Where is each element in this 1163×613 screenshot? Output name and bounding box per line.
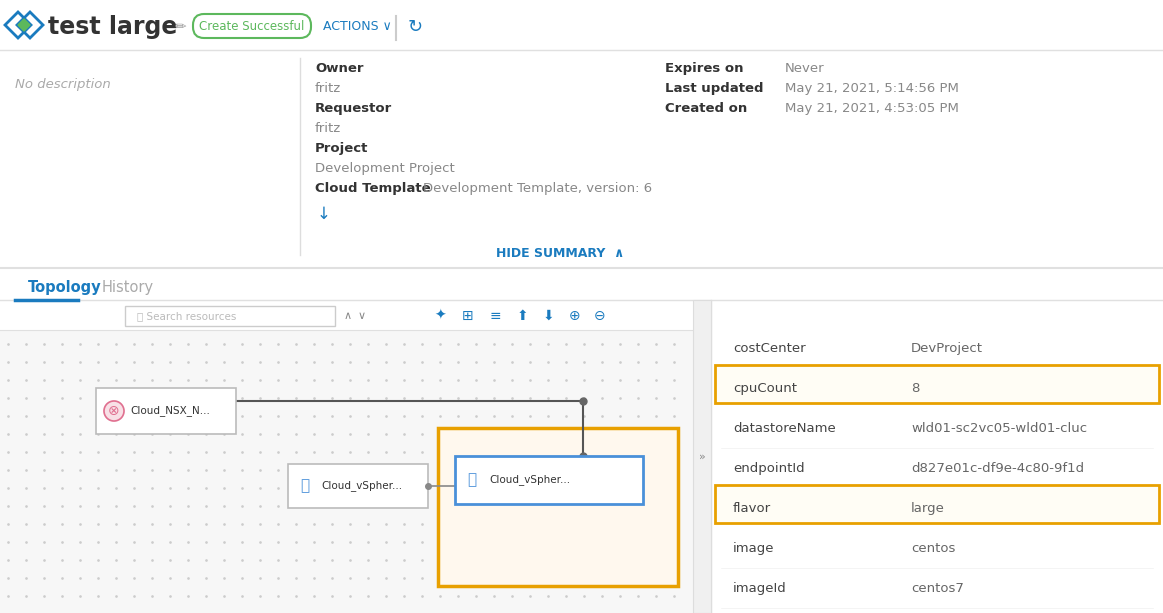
Text: Never: Never <box>785 62 825 75</box>
Text: Cloud_vSpher...: Cloud_vSpher... <box>321 481 402 492</box>
Text: ⊕: ⊕ <box>569 309 580 323</box>
Bar <box>0 300 693 330</box>
Text: centos7: centos7 <box>911 582 964 595</box>
Text: ✦: ✦ <box>434 309 445 323</box>
Bar <box>693 300 711 613</box>
Text: ↓: ↓ <box>317 205 331 223</box>
Text: flavor: flavor <box>733 502 771 515</box>
Text: ↻: ↻ <box>408 18 423 36</box>
Text: ⊗: ⊗ <box>108 404 120 418</box>
Text: ACTIONS ∨: ACTIONS ∨ <box>323 20 392 34</box>
Text: ⊖: ⊖ <box>594 309 606 323</box>
Text: Expires on: Expires on <box>665 62 743 75</box>
Text: image: image <box>733 542 775 555</box>
Circle shape <box>104 401 124 421</box>
Bar <box>0 300 693 613</box>
Text: Created on: Created on <box>665 102 748 115</box>
Text: Last updated: Last updated <box>665 82 763 95</box>
Bar <box>97 388 236 434</box>
Text: May 21, 2021, 5:14:56 PM: May 21, 2021, 5:14:56 PM <box>785 82 958 95</box>
Text: HIDE SUMMARY  ∧: HIDE SUMMARY ∧ <box>495 247 625 260</box>
FancyBboxPatch shape <box>193 14 311 38</box>
Text: cpuCount: cpuCount <box>733 382 797 395</box>
Text: costCenter: costCenter <box>733 342 806 355</box>
Text: wld01-sc2vc05-wld01-cluc: wld01-sc2vc05-wld01-cluc <box>911 422 1087 435</box>
Text: Create Successful: Create Successful <box>199 20 305 32</box>
Bar <box>715 365 1160 403</box>
Text: fritz: fritz <box>315 122 341 135</box>
Text: datastoreName: datastoreName <box>733 422 836 435</box>
Text: ∧: ∧ <box>344 311 352 321</box>
Text: Cloud_NSX_N...: Cloud_NSX_N... <box>130 406 209 416</box>
Text: ⬆: ⬆ <box>516 309 528 323</box>
Text: test large: test large <box>48 15 178 39</box>
Text: History: History <box>102 280 155 295</box>
Bar <box>455 456 643 504</box>
Bar <box>438 428 678 586</box>
Text: DevProject: DevProject <box>911 342 983 355</box>
Polygon shape <box>17 19 30 31</box>
Bar <box>0 0 1163 50</box>
Bar <box>124 306 335 326</box>
Text: Cloud Template: Cloud Template <box>315 182 430 195</box>
Text: ✏: ✏ <box>174 20 186 34</box>
Text: endpointId: endpointId <box>733 462 805 475</box>
Text: May 21, 2021, 4:53:05 PM: May 21, 2021, 4:53:05 PM <box>785 102 958 115</box>
Text: centos: centos <box>911 542 955 555</box>
Text: ⊞: ⊞ <box>462 309 473 323</box>
Text: ⬇: ⬇ <box>542 309 554 323</box>
Text: 🖥: 🖥 <box>468 473 477 487</box>
Text: Development Template, version: 6: Development Template, version: 6 <box>423 182 652 195</box>
Text: ≡: ≡ <box>490 309 501 323</box>
Text: Topology: Topology <box>28 280 101 295</box>
Bar <box>711 300 1163 613</box>
Text: Cloud_vSpher...: Cloud_vSpher... <box>488 474 570 485</box>
Text: large: large <box>911 502 944 515</box>
Text: »: » <box>699 452 706 462</box>
Text: Development Project: Development Project <box>315 162 455 175</box>
Text: Project: Project <box>315 142 369 155</box>
Text: ∨: ∨ <box>358 311 366 321</box>
Text: Owner: Owner <box>315 62 364 75</box>
Text: 🔍 Search resources: 🔍 Search resources <box>137 311 236 321</box>
Bar <box>0 50 1163 268</box>
Bar <box>0 268 1163 300</box>
Bar <box>288 464 428 508</box>
Text: imageId: imageId <box>733 582 786 595</box>
Text: d827e01c-df9e-4c80-9f1d: d827e01c-df9e-4c80-9f1d <box>911 462 1084 475</box>
Text: Requestor: Requestor <box>315 102 392 115</box>
Text: fritz: fritz <box>315 82 341 95</box>
Bar <box>715 485 1160 523</box>
Text: 8: 8 <box>911 382 920 395</box>
Text: 🗄: 🗄 <box>300 479 309 493</box>
Text: No description: No description <box>15 78 110 91</box>
